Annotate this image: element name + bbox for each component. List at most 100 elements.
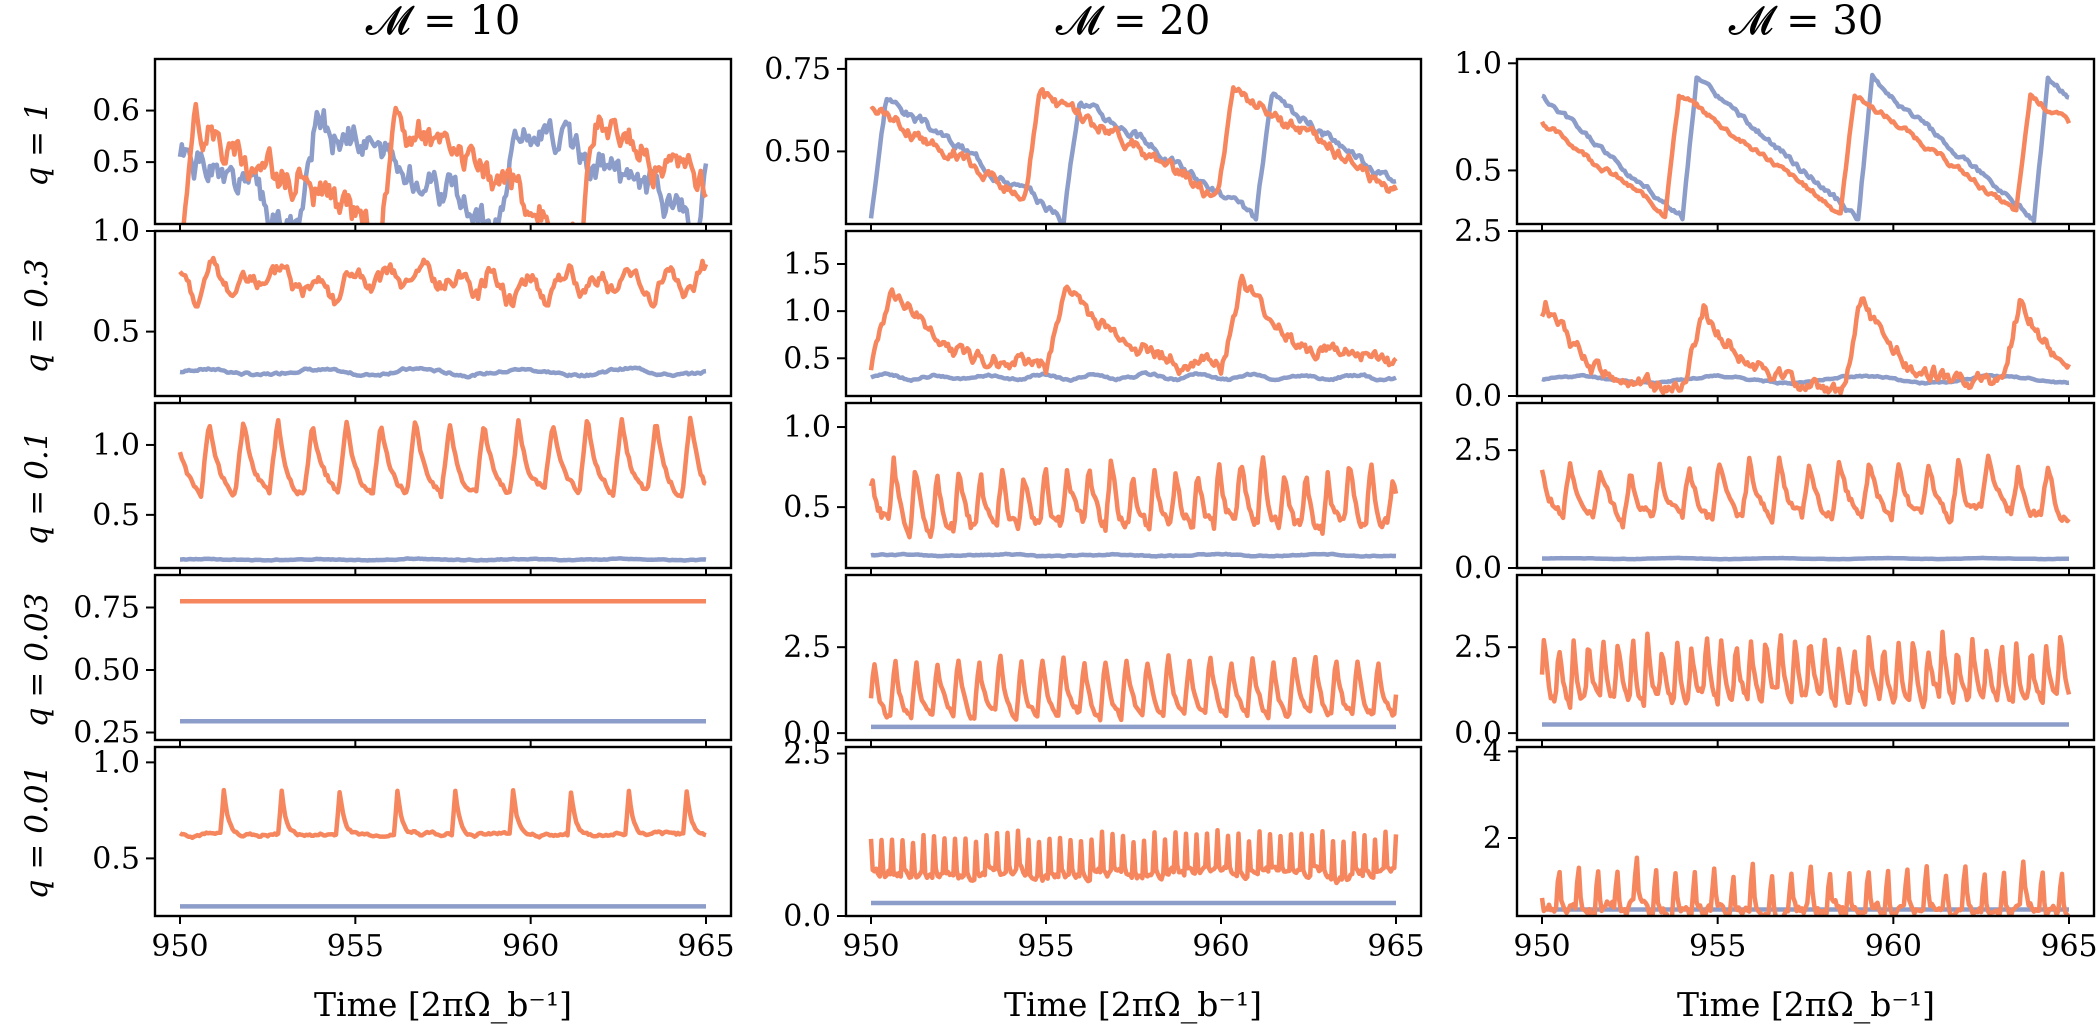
panel-frame bbox=[844, 57, 1423, 226]
panel-r5-c1: 0.5 1.0 950 955 960 965 bbox=[92, 745, 734, 964]
x-axis-label-1: Time [2πΩ_b⁻¹] bbox=[314, 985, 572, 1025]
x-tick-label: 960 bbox=[1865, 929, 1922, 964]
primary-series-line bbox=[1541, 555, 2070, 562]
panel-frame bbox=[844, 229, 1423, 398]
panel-frame bbox=[153, 229, 733, 398]
secondary-series-line bbox=[868, 273, 1398, 377]
y-tick-label: 0.5 bbox=[92, 145, 140, 180]
panel-r4-c3: 0.0 2.5 bbox=[1454, 573, 2096, 751]
secondary-series-line bbox=[177, 415, 707, 500]
x-tick-label: 955 bbox=[1689, 929, 1746, 964]
panel-r2-c3: 0.0 2.5 bbox=[1454, 214, 2096, 414]
secondary-series-line bbox=[868, 455, 1399, 540]
y-tick-label: 1.0 bbox=[783, 410, 831, 445]
panel-frame bbox=[153, 401, 733, 570]
column-titles: 𝓜 = 10 𝓜 = 20 𝓜 = 30 bbox=[366, 0, 1884, 44]
secondary-series-line bbox=[178, 787, 707, 841]
secondary-series-line bbox=[869, 85, 1399, 202]
y-tick-label: 0.50 bbox=[764, 134, 831, 169]
panels: 0.50.60.500.750.51.00.51.00.51.01.50.02.… bbox=[73, 46, 2097, 964]
panel-r1-c2: 0.50 0.75 bbox=[764, 52, 1423, 232]
y-tick-label: 0.0 bbox=[1454, 379, 1502, 414]
secondary-series-line bbox=[868, 827, 1399, 886]
secondary-series-line bbox=[1539, 855, 2071, 916]
primary-series-line bbox=[870, 551, 1397, 559]
y-tick-label: 2.5 bbox=[1454, 214, 1502, 249]
x-tick-label: 950 bbox=[1513, 929, 1570, 964]
y-tick-label: 1.0 bbox=[92, 214, 140, 249]
y-tick-label: 1.0 bbox=[92, 745, 140, 780]
secondary-series-line bbox=[1539, 296, 2072, 396]
primary-series-line bbox=[1541, 72, 2070, 224]
panel-r4-c2: 0.0 2.5 bbox=[783, 573, 1423, 751]
primary-series-line bbox=[179, 556, 707, 563]
panel-r1-c1: 0.50.6 bbox=[92, 57, 733, 232]
panel-frame bbox=[844, 401, 1423, 570]
panel-r3-c1: 0.5 1.0 bbox=[92, 401, 733, 576]
secondary-series-line bbox=[1539, 629, 2072, 710]
panel-r3-c2: 0.5 1.0 bbox=[783, 401, 1423, 576]
x-axis-labels: Time [2πΩ_b⁻¹] Time [2πΩ_b⁻¹] Time [2πΩ_… bbox=[314, 985, 1935, 1025]
y-tick-label: 2.5 bbox=[1454, 630, 1502, 665]
column-title-1: 𝓜 = 10 bbox=[366, 0, 521, 44]
y-tick-label: 2.5 bbox=[783, 630, 831, 665]
y-tick-label: 0.25 bbox=[73, 716, 140, 751]
x-tick-label: 965 bbox=[1367, 929, 1424, 964]
row-label-4: q = 0.03 bbox=[19, 593, 55, 728]
y-tick-label: 0.0 bbox=[783, 899, 831, 934]
y-tick-label: 2.5 bbox=[783, 737, 831, 772]
panel-r2-c1: 0.5 1.0 bbox=[92, 214, 733, 404]
x-axis-label-3: Time [2πΩ_b⁻¹] bbox=[1677, 985, 1935, 1025]
y-tick-label: 2.5 bbox=[1454, 433, 1502, 468]
y-tick-label: 0.50 bbox=[73, 653, 140, 688]
x-tick-label: 950 bbox=[151, 929, 208, 964]
panel-r3-c3: 0.0 2.5 bbox=[1454, 401, 2096, 586]
panel-r2-c2: 0.5 1.0 1.5 bbox=[783, 229, 1423, 404]
y-tick-label: 0.75 bbox=[73, 591, 140, 626]
secondary-series-line bbox=[1539, 92, 2072, 220]
row-label-5: q = 0.01 bbox=[19, 765, 55, 900]
row-labels: q = 1 q = 0.3 q = 0.1 q = 0.03 q = 0.01 bbox=[19, 101, 55, 899]
primary-series-line bbox=[179, 365, 707, 380]
y-tick-label: 0.5 bbox=[92, 315, 140, 350]
panel-frame bbox=[1515, 573, 2096, 742]
y-tick-label: 0.5 bbox=[1454, 153, 1502, 188]
panel-frame bbox=[1515, 745, 2096, 918]
y-tick-label: 0.5 bbox=[92, 841, 140, 876]
panel-frame bbox=[1515, 401, 2096, 570]
secondary-series-line bbox=[181, 101, 708, 224]
y-tick-label: 0.5 bbox=[783, 490, 831, 525]
y-tick-label: 0.75 bbox=[764, 52, 831, 87]
x-tick-label: 955 bbox=[1017, 929, 1074, 964]
x-tick-label: 955 bbox=[327, 929, 384, 964]
panel-frame bbox=[153, 57, 733, 226]
panel-r5-c2: 0.0 2.5 950 955 960 965 bbox=[783, 737, 1424, 965]
panel-frame bbox=[153, 573, 733, 742]
y-tick-label: 0.0 bbox=[1454, 551, 1502, 586]
y-tick-label: 1.0 bbox=[1454, 46, 1502, 81]
x-tick-label: 965 bbox=[2040, 929, 2097, 964]
y-tick-label: 0.6 bbox=[92, 94, 140, 129]
y-tick-label: 1.0 bbox=[92, 428, 140, 463]
x-axis-label-2: Time [2πΩ_b⁻¹] bbox=[1004, 985, 1262, 1025]
row-label-1: q = 1 bbox=[19, 101, 55, 186]
y-tick-label: 4 bbox=[1483, 734, 1502, 769]
x-tick-label: 965 bbox=[677, 929, 734, 964]
column-title-3: 𝓜 = 30 bbox=[1729, 0, 1884, 44]
x-tick-label: 950 bbox=[842, 929, 899, 964]
panel-r4-c1: 0.25 0.50 0.75 bbox=[73, 573, 733, 751]
secondary-series-line bbox=[1539, 453, 2071, 530]
secondary-series-line bbox=[178, 255, 709, 309]
y-tick-label: 0.5 bbox=[783, 341, 831, 376]
panel-frame bbox=[844, 573, 1423, 742]
panel-frame bbox=[153, 745, 733, 918]
y-tick-label: 2 bbox=[1483, 821, 1502, 856]
y-tick-label: 1.5 bbox=[783, 247, 831, 282]
x-tick-label: 960 bbox=[502, 929, 559, 964]
y-tick-label: 0.5 bbox=[92, 498, 140, 533]
panel-frame bbox=[1515, 57, 2096, 226]
row-label-2: q = 0.3 bbox=[19, 259, 55, 374]
column-title-2: 𝓜 = 20 bbox=[1056, 0, 1211, 44]
y-tick-label: 1.0 bbox=[783, 294, 831, 329]
